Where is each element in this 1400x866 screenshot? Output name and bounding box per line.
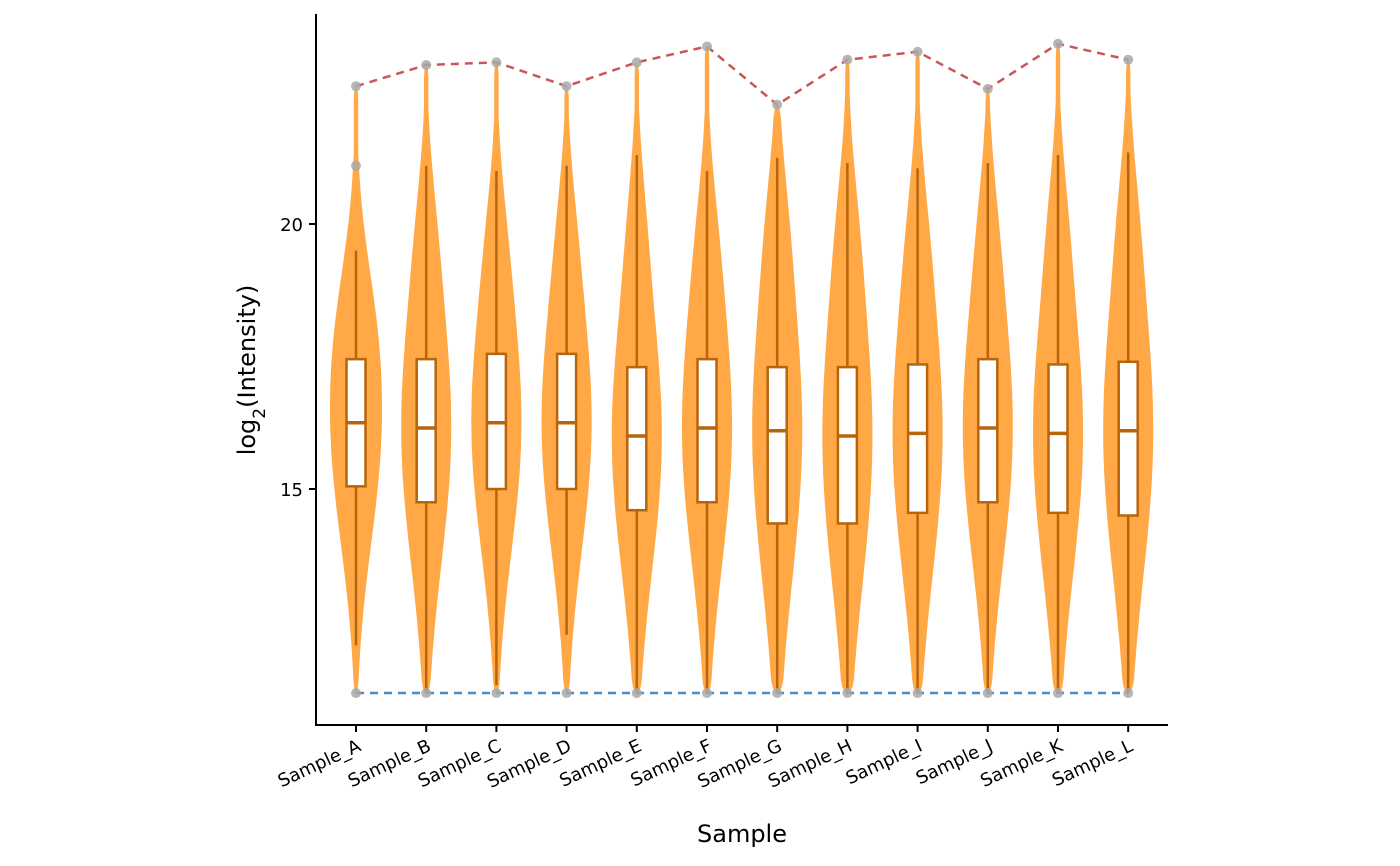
max-point-sample-i (912, 46, 923, 57)
min-point-sample-b (421, 688, 432, 699)
box-sample-b (415, 357, 437, 504)
box-sample-f (696, 357, 718, 504)
box-sample-i (906, 363, 929, 515)
min-point-sample-a (351, 688, 361, 699)
x-tick-label-sample-l: Sample_L (1049, 735, 1136, 791)
min-point-sample-d (561, 688, 572, 699)
y-axis-title-base: log (233, 419, 261, 456)
violin-layer (330, 43, 1154, 694)
box-sample-h (836, 365, 859, 525)
max-point-sample-h (842, 54, 853, 65)
min-point-sample-l (1123, 688, 1134, 699)
min-point-sample-j (982, 688, 993, 699)
box-sample-l (1117, 360, 1139, 517)
min-point-sample-h (842, 688, 853, 699)
max-point-sample-a (351, 81, 361, 92)
box-sample-j (977, 357, 999, 504)
max-point-sample-k (1053, 38, 1063, 49)
max-point-sample-j (982, 83, 993, 94)
y-tick-label-20: 20 (280, 215, 303, 236)
min-point-sample-e (631, 688, 642, 699)
min-point-sample-k (1053, 688, 1063, 699)
y-axis-title: log2(Intensity) (233, 285, 270, 456)
box-sample-g (766, 365, 788, 525)
max-point-sample-c (491, 57, 502, 68)
min-point-sample-f (702, 688, 712, 699)
min-point-sample-g (772, 688, 783, 699)
max-point-sample-e (631, 57, 642, 68)
box-sample-e (626, 365, 648, 512)
max-point-sample-l (1123, 54, 1134, 65)
max-point-sample-d (561, 81, 572, 92)
max-point-sample-f (702, 41, 712, 52)
trend-line-layer (355, 42, 1129, 695)
outlier-point-sample-a-0 (351, 160, 361, 171)
max-point-sample-g (772, 99, 783, 110)
max-trend-line (355, 42, 1129, 107)
min-point-sample-i (912, 688, 923, 699)
x-axis-ticks: Sample_ASample_BSample_CSample_DSample_E… (275, 725, 1136, 793)
y-axis-title-rest: (Intensity) (233, 285, 261, 408)
x-tick-label-sample-i: Sample_I (843, 735, 926, 789)
boxplot-layer (345, 152, 1139, 694)
y-tick-label-15: 15 (280, 480, 303, 501)
y-axis-title-subscript: 2 (250, 408, 270, 419)
max-point-sample-b (421, 60, 432, 70)
min-point-sample-c (491, 688, 502, 699)
extreme-point-layer (351, 38, 1134, 699)
box-sample-k (1047, 363, 1069, 515)
x-axis-title: Sample (697, 820, 787, 848)
